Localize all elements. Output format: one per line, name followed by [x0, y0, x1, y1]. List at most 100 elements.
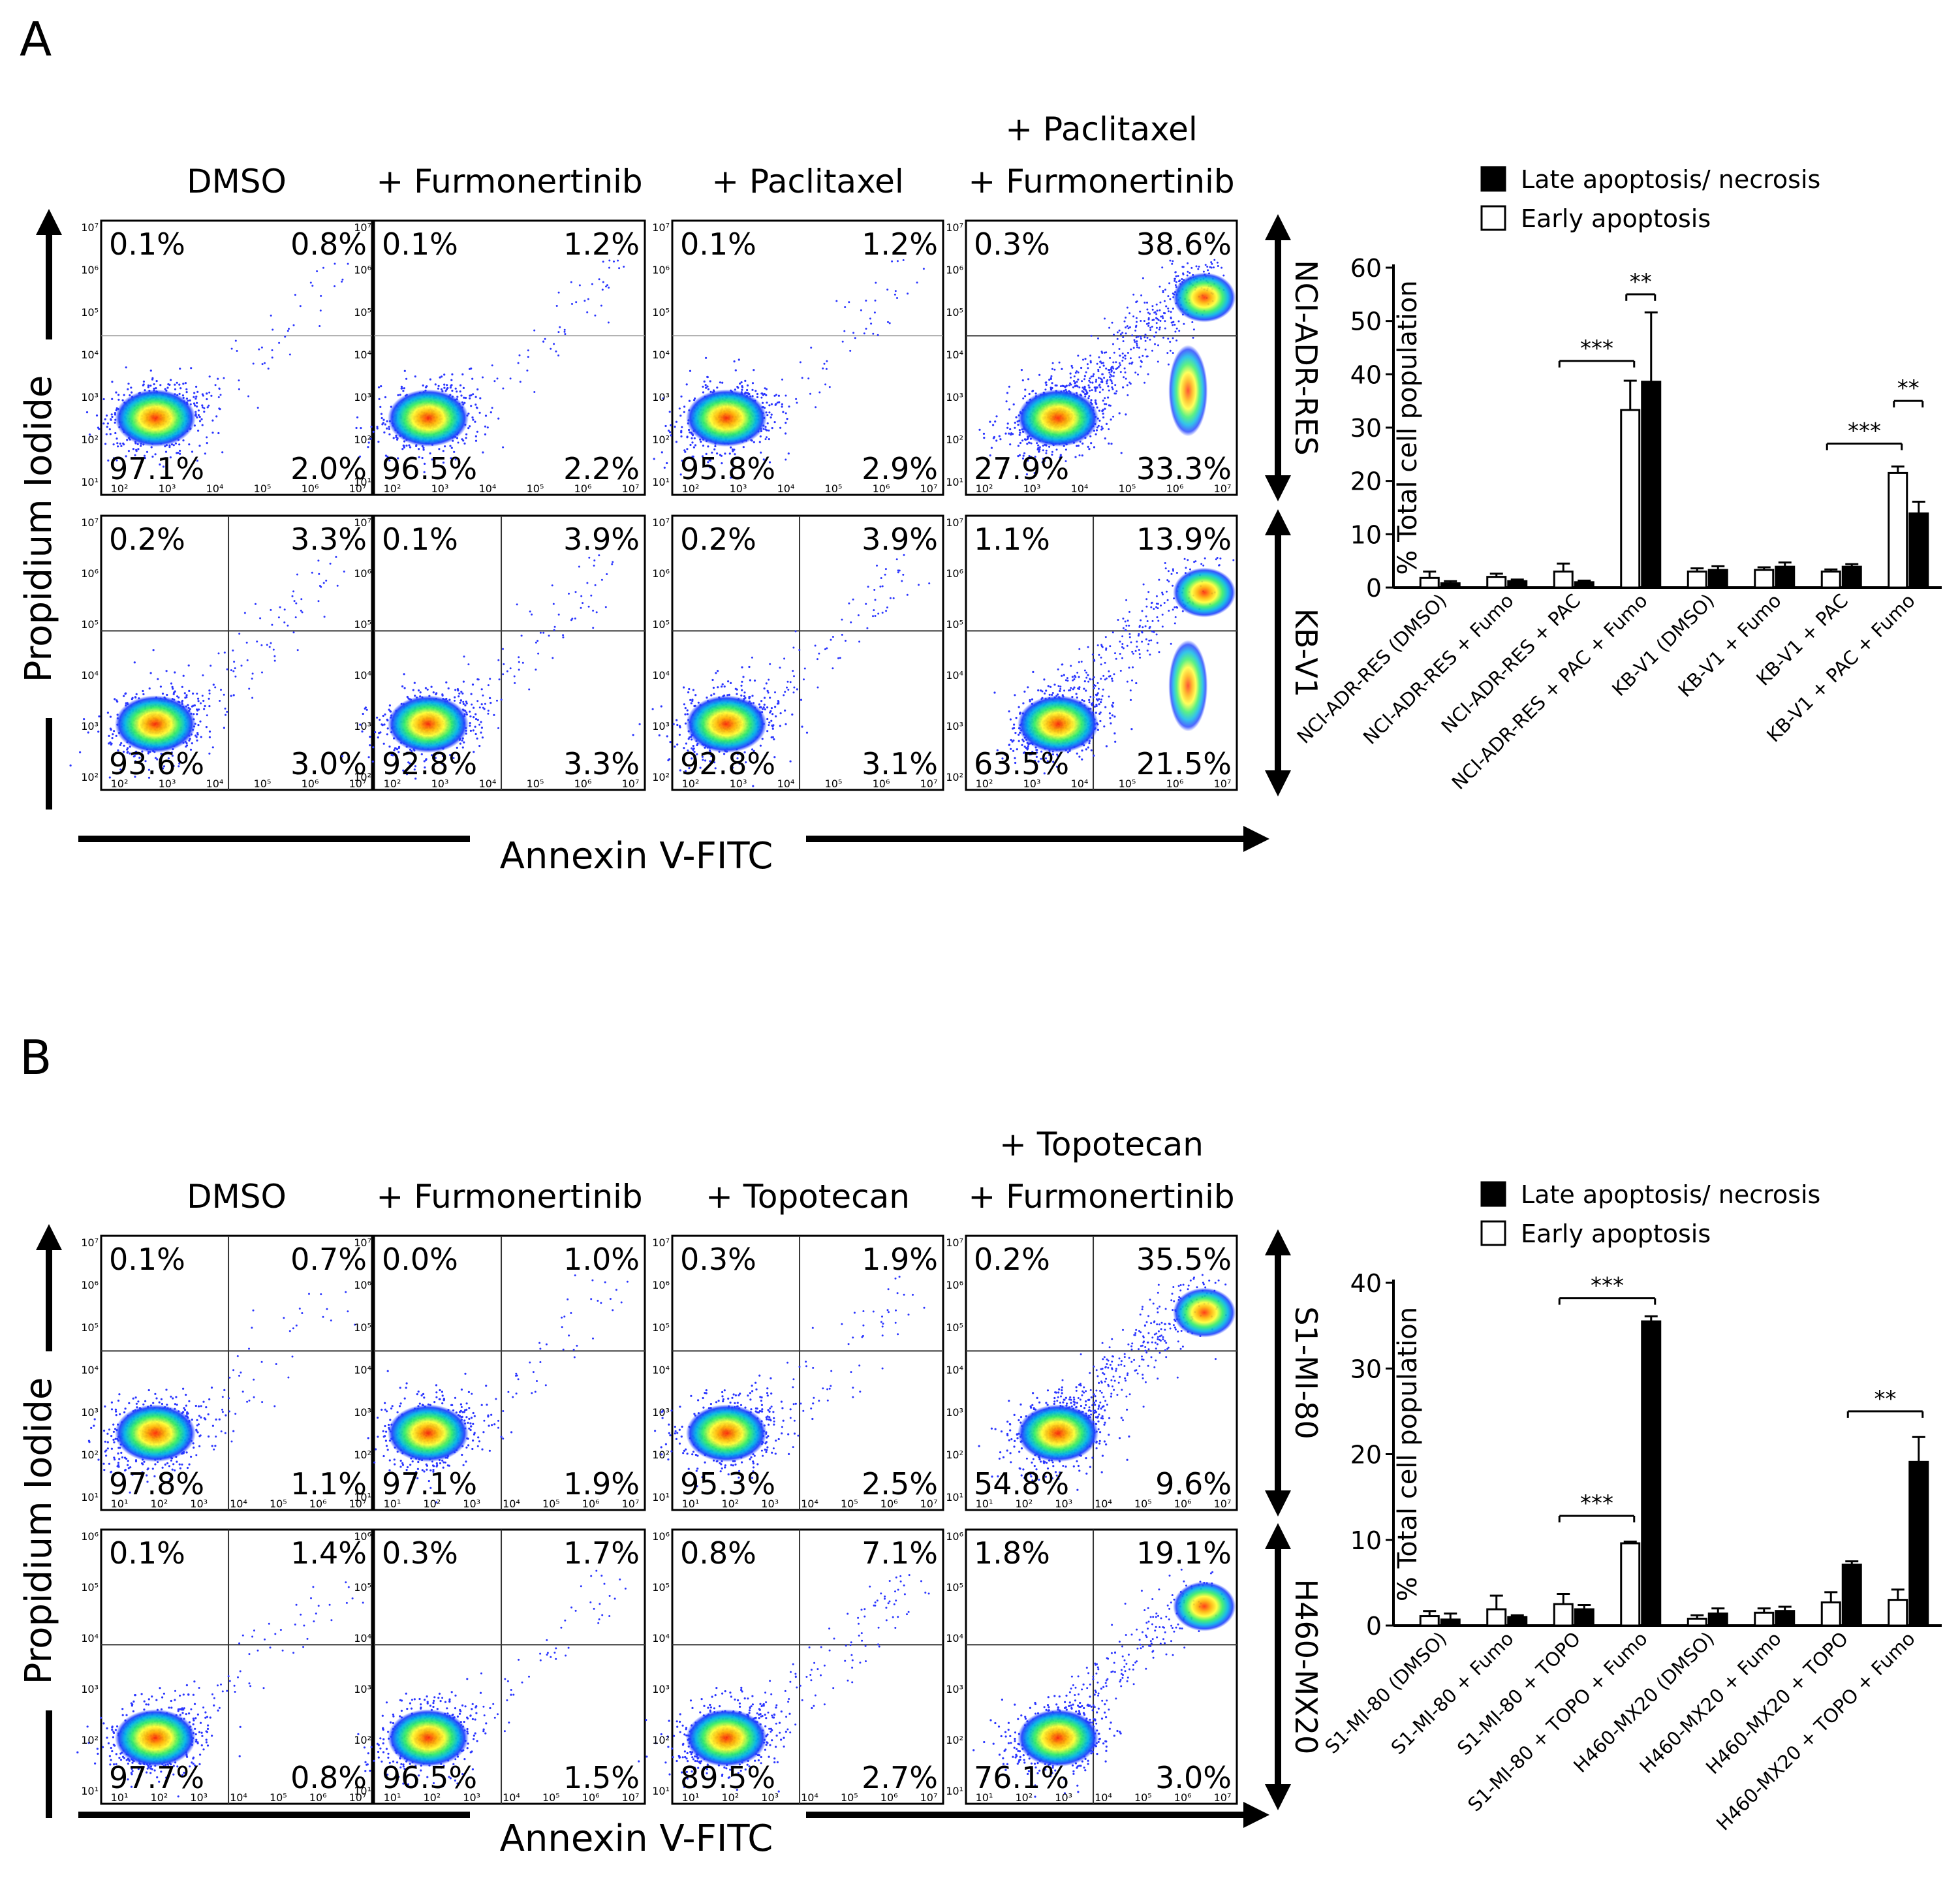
y-tick-label: 10⁷: [652, 516, 670, 529]
y-tick-label: 10⁵: [81, 618, 99, 631]
event-dot: [170, 379, 172, 381]
event-dot: [159, 384, 162, 386]
event-dot: [1101, 380, 1104, 383]
event-dot: [1174, 323, 1176, 326]
y-tick-label: 10²: [354, 771, 371, 783]
y-tick-label: 10²: [354, 433, 371, 446]
event-dot: [763, 697, 766, 699]
event-dot: [1108, 376, 1111, 379]
event-dot: [401, 685, 404, 687]
event-dot: [317, 600, 320, 603]
event-dot: [1174, 330, 1177, 333]
event-dot: [686, 709, 689, 712]
event-dot: [707, 388, 709, 390]
event-dot: [1065, 385, 1067, 388]
event-dot: [1122, 336, 1125, 338]
event-dot: [1139, 310, 1142, 313]
event-dot: [1110, 418, 1112, 421]
event-dot: [1090, 442, 1093, 445]
event-dot: [1104, 317, 1106, 320]
event-dot: [1100, 428, 1103, 431]
event-dot: [388, 708, 390, 711]
event-dot: [817, 658, 818, 661]
event-dot: [1190, 266, 1193, 269]
event-dot: [210, 665, 212, 667]
event-dot: [465, 396, 467, 400]
event-dot: [271, 623, 273, 626]
event-dot: [771, 727, 774, 730]
event-dot: [230, 347, 233, 350]
quadrant-lower-left: 97.1%: [109, 451, 204, 486]
event-dot: [1095, 429, 1098, 432]
column-title-line1: + Paclitaxel: [1005, 110, 1198, 148]
event-dot: [805, 731, 809, 734]
event-dot: [766, 730, 769, 732]
event-dot: [1122, 386, 1125, 389]
event-dot: [1159, 320, 1162, 322]
event-dot: [1083, 385, 1086, 388]
event-dot: [462, 386, 465, 390]
event-dot: [1195, 265, 1198, 268]
event-dot: [1115, 390, 1118, 392]
event-dot: [450, 379, 453, 381]
y-tick-label: 10²: [81, 433, 99, 446]
event-dot: [1134, 326, 1137, 328]
event-dot: [740, 381, 743, 384]
event-dot: [550, 347, 552, 350]
event-dot: [120, 742, 123, 744]
event-dot: [211, 746, 214, 749]
event-dot: [172, 444, 175, 447]
panel-letter: A: [20, 12, 52, 67]
event-dot: [1182, 266, 1185, 268]
event-dot: [388, 704, 392, 707]
event-dot: [676, 723, 679, 727]
event-dot: [865, 300, 867, 302]
event-dot: [184, 382, 187, 385]
event-dot: [230, 669, 232, 672]
event-dot: [462, 700, 465, 703]
event-dot: [777, 394, 780, 397]
event-dot: [168, 446, 171, 448]
event-dot: [993, 691, 996, 694]
event-dot: [664, 424, 667, 428]
event-dot: [208, 752, 211, 755]
event-dot: [187, 664, 190, 667]
event-dot: [1097, 370, 1100, 373]
event-dot: [405, 377, 408, 380]
event-dot: [570, 281, 572, 283]
event-dot: [785, 422, 787, 424]
event-dot: [182, 383, 185, 385]
event-dot: [506, 670, 508, 672]
event-dot: [785, 432, 787, 435]
event-dot: [311, 571, 313, 574]
event-dot: [292, 324, 295, 326]
event-dot: [513, 675, 516, 678]
event-dot: [171, 685, 174, 688]
event-dot: [848, 301, 850, 304]
event-dot: [106, 422, 109, 425]
event-dot: [414, 695, 416, 697]
event-dot: [1206, 266, 1209, 268]
event-dot: [1147, 373, 1149, 375]
event-dot: [608, 266, 610, 269]
event-dot: [1009, 428, 1012, 431]
event-dot: [266, 644, 268, 646]
event-dot: [482, 376, 484, 379]
event-dot: [264, 362, 266, 364]
event-dot: [246, 659, 249, 661]
event-dot: [399, 394, 401, 396]
event-dot: [539, 631, 542, 634]
event-dot: [1135, 301, 1138, 304]
event-dot: [741, 388, 743, 391]
event-dot: [459, 742, 462, 745]
event-dot: [1126, 306, 1128, 309]
event-dot: [1140, 336, 1142, 338]
event-dot: [1140, 338, 1142, 340]
event-dot: [1081, 758, 1083, 761]
event-dot: [178, 443, 181, 446]
event-dot: [551, 584, 553, 587]
event-dot: [775, 715, 777, 717]
event-dot: [1162, 312, 1165, 314]
event-dot: [764, 708, 766, 711]
